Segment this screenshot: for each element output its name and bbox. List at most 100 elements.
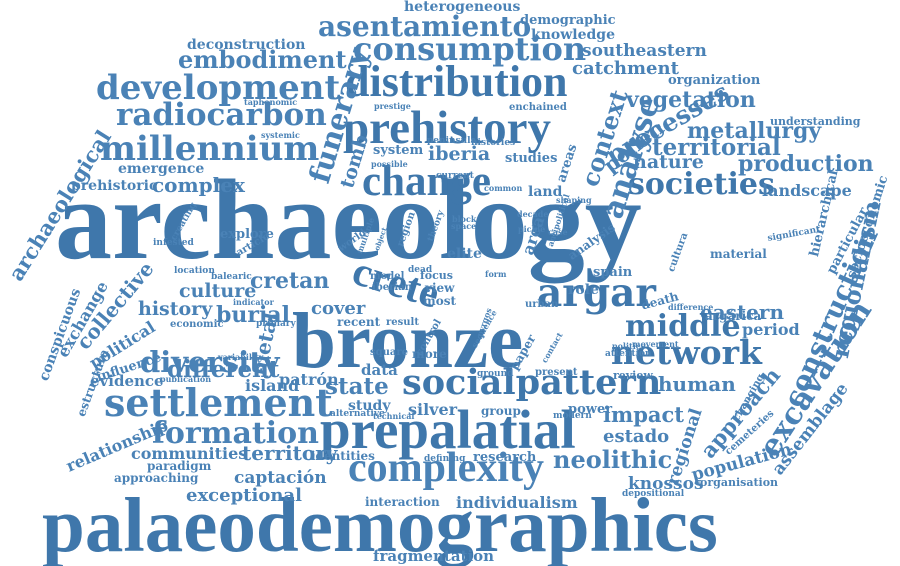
- cloud-word: material: [710, 247, 767, 261]
- cloud-word: primary: [256, 319, 296, 329]
- cloud-word: change: [362, 158, 491, 205]
- cloud-word: argárica: [705, 309, 762, 323]
- cloud-word: studies: [505, 151, 558, 166]
- cloud-word: economic: [170, 319, 224, 330]
- cloud-word: period: [742, 320, 800, 339]
- cloud-word: balearic: [211, 272, 252, 282]
- cloud-word: enchained: [509, 102, 567, 113]
- cloud-word: model: [370, 271, 405, 282]
- cloud-word: palaeodemographics: [42, 482, 718, 566]
- cloud-word: state: [325, 373, 389, 400]
- cloud-word: territorial: [652, 134, 781, 161]
- cloud-word: distribution: [345, 57, 568, 106]
- cloud-word: infested: [153, 238, 194, 248]
- cloud-word: different: [167, 356, 280, 383]
- cloud-word: prehistoric: [71, 178, 158, 194]
- cloud-word: middle: [625, 309, 741, 344]
- cloud-word: politics: [612, 341, 646, 351]
- cloud-word: embodiment: [178, 45, 347, 74]
- cloud-word: individualism: [456, 493, 578, 512]
- cloud-word: argar: [537, 270, 656, 316]
- cloud-word: decade: [517, 209, 549, 219]
- cloud-word: ground: [477, 369, 514, 379]
- cloud-word: common: [484, 183, 523, 193]
- cloud-word: explore: [220, 227, 274, 242]
- cloud-word: communities: [131, 444, 248, 463]
- cloud-word: millennium: [100, 129, 320, 169]
- cloud-word: approaching: [114, 471, 199, 485]
- cloud-word: focus: [420, 269, 453, 282]
- cloud-word: land: [528, 184, 563, 200]
- cloud-word: diversity: [140, 345, 280, 379]
- cloud-word: recent: [337, 315, 381, 329]
- cloud-word: square: [370, 347, 409, 358]
- cloud-word: alternative: [330, 409, 385, 419]
- cloud-word: case: [548, 227, 568, 237]
- cloud-word: emergence: [118, 161, 205, 177]
- cloud-word: taphonomic: [244, 97, 298, 107]
- cloud-word: organisation: [700, 476, 779, 489]
- cloud-word: understanding: [770, 115, 861, 128]
- cloud-word: form: [485, 269, 507, 279]
- cloud-word: culture: [179, 280, 257, 302]
- cloud-word: paradigm: [147, 459, 212, 473]
- cloud-word: socialpattern: [402, 362, 662, 403]
- cloud-word: defining: [424, 454, 466, 464]
- cloud-word: production: [738, 151, 874, 177]
- cloud-word: metallurgy: [687, 118, 822, 144]
- cloud-word: nature: [633, 151, 704, 173]
- cloud-word: neolithic: [553, 445, 673, 474]
- cloud-word: complexity: [348, 445, 544, 491]
- cloud-word: urban: [525, 299, 559, 310]
- cloud-word: difference: [668, 302, 714, 312]
- cloud-word: shaping: [556, 195, 592, 205]
- cloud-word: southeastern: [582, 41, 707, 61]
- cloud-word: identities: [311, 449, 375, 463]
- cloud-word: estado: [603, 426, 670, 447]
- cloud-word: development: [96, 68, 341, 108]
- cloud-word: possible: [371, 159, 408, 169]
- cloud-word: silver: [408, 400, 458, 419]
- cloud-word: present: [535, 367, 578, 378]
- cloud-word: elite: [447, 246, 482, 262]
- cloud-word: cretan: [250, 268, 330, 294]
- cloud-word: prestige: [374, 101, 411, 111]
- cloud-word: exceptional: [186, 485, 302, 506]
- cloud-word: location: [174, 266, 215, 276]
- cloud-word: histories: [471, 138, 516, 148]
- cloud-word: captación: [234, 468, 327, 488]
- cloud-word: territory: [242, 441, 338, 465]
- cloud-word: asentamiento: [318, 10, 532, 43]
- cloud-word: island: [245, 376, 300, 395]
- cloud-word: knowledge: [531, 27, 615, 43]
- cloud-word: contact: [539, 330, 565, 365]
- cloud-word: burial: [216, 302, 290, 328]
- cloud-word: most: [423, 294, 456, 308]
- cloud-word: data: [361, 361, 398, 379]
- cloud-word: technical: [373, 411, 415, 421]
- cloud-word: societies: [628, 167, 775, 202]
- cloud-word: settlement: [104, 380, 333, 425]
- cloud-word: research: [473, 450, 537, 465]
- cloud-word: depositional: [622, 489, 685, 499]
- cloud-word: indicator: [233, 297, 274, 307]
- cloud-word: landscape: [762, 181, 852, 200]
- cloud-word: variability: [218, 352, 264, 362]
- cloud-word: modern: [553, 411, 592, 421]
- cloud-word: pickle: [518, 224, 546, 234]
- cloud-word: prehistory: [343, 102, 552, 154]
- cloud-word: vegetation: [626, 87, 756, 113]
- cloud-word: archaeology: [55, 156, 642, 283]
- cloud-word: catchment: [572, 58, 679, 79]
- cloud-word: organization: [668, 73, 761, 88]
- cloud-word: group: [481, 404, 521, 418]
- cloud-word: power: [568, 402, 613, 417]
- cloud-word: study: [348, 398, 391, 414]
- cloud-word: peninsula: [427, 136, 477, 146]
- cloud-word: view: [425, 281, 455, 295]
- cloud-word: publication: [160, 374, 212, 384]
- cloud-word: interaction: [365, 495, 440, 509]
- cloud-word: consumption: [353, 30, 587, 68]
- cloud-word: current: [436, 171, 474, 181]
